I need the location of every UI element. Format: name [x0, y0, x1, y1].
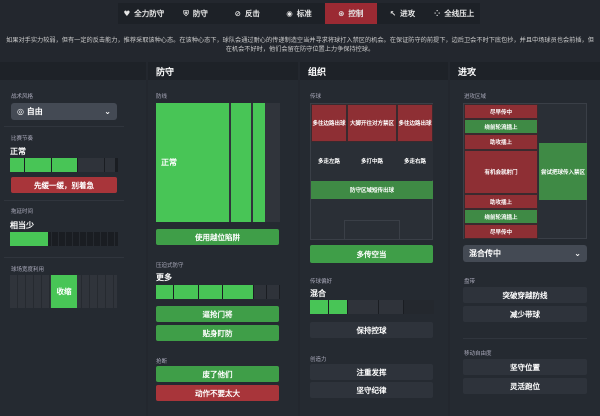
general-panel: 战术风格 ◎ 自由 ⌄ 比赛节奏 正常 先缓一缓，别着急 拖延时间 相当少 球场宽… — [0, 62, 146, 416]
width-slider[interactable]: 收缩 — [10, 275, 117, 308]
defence-header: 防守 — [148, 62, 298, 80]
chevron-down-icon: ⌄ — [104, 107, 111, 116]
tackling-label: 抢断 — [156, 359, 168, 365]
attack-zone-label: 进攻区域 — [464, 94, 487, 100]
zone-left[interactable]: 多走左路 — [311, 142, 347, 180]
play-into-space-button[interactable]: 多传空当 — [310, 245, 433, 263]
run-at-defence-button[interactable]: 突破穿越防线 — [463, 287, 587, 303]
style-dropdown[interactable]: ◎ 自由 ⌄ — [11, 103, 117, 120]
arrow-attack-icon: ↖ — [389, 9, 397, 18]
tempo-instruction-button[interactable]: 先缓一缓，别着急 — [11, 177, 117, 193]
heart-shield-icon: ♥ — [123, 9, 131, 18]
zone-shoot-on-sight[interactable]: 有机会就射门 — [464, 150, 538, 194]
passing-preference-slider[interactable] — [310, 300, 434, 314]
build-up-panel: 组织 传球 多往边路出球 大脚开往对方禁区 多往边路出球 多走左路 多打中路 多… — [300, 62, 448, 416]
all-out-icon: ⁘ — [434, 9, 441, 18]
discipline-button[interactable]: 坚守纪律 — [310, 382, 433, 398]
crossing-dropdown[interactable]: 混合传中 ⌄ — [463, 245, 587, 262]
zone-support-top[interactable]: 助攻插上 — [464, 134, 538, 150]
tab-control[interactable]: ⊛ 控制 — [324, 3, 377, 24]
time-wasting-slider[interactable] — [10, 232, 118, 246]
zone-wide-pass-right[interactable]: 多往边路出球 — [397, 104, 433, 142]
tight-marking-button[interactable]: 贴身盯防 — [156, 325, 279, 341]
defensive-line-label: 防线 — [156, 94, 168, 100]
style-icon: ◎ — [17, 107, 27, 116]
pressing-label: 压迫式防守 — [156, 263, 184, 269]
tempo-label: 比赛节奏 — [11, 136, 34, 142]
zone-right[interactable]: 多走右路 — [397, 142, 433, 180]
style-label: 战术风格 — [11, 94, 34, 100]
mentality-description: 如果对手实力较弱，但有一定的反击能力，推荐采取该种心态。在该种心态下，球队会通过… — [6, 37, 594, 53]
passing-preference-value: 混合 — [310, 289, 326, 298]
general-header — [0, 62, 146, 80]
width-label: 球场宽度利用 — [11, 267, 45, 273]
dribbling-label: 盘带 — [464, 279, 476, 285]
tab-counter[interactable]: ⊘ 反击 — [234, 9, 260, 18]
defence-panel: 防守 防线 正常 使用越位陷阱 压迫式防守 更多 逼抢门将 贴身盯防 抢断 废了… — [148, 62, 298, 416]
attack-pitch[interactable]: 尽早传中 绕前轮流插上 助攻插上 有机会就射门 助攻插上 绕前轮流插上 尽早传中… — [463, 103, 587, 239]
retain-possession-button[interactable]: 保持控球 — [310, 322, 433, 338]
passing-label: 传球 — [310, 94, 322, 100]
stay-on-feet-button[interactable]: 动作不要太大 — [156, 385, 279, 401]
passing-preference-label: 传球偏好 — [310, 279, 333, 285]
time-wasting-value: 相当少 — [10, 221, 34, 230]
zone-wide-pass[interactable]: 多往边路出球 — [311, 104, 347, 142]
passing-pitch[interactable]: 多往边路出球 大脚开往对方禁区 多往边路出球 多走左路 多打中路 多走右路 防守… — [310, 103, 433, 240]
zone-work-into-box[interactable]: 尝试把球传入禁区 — [539, 143, 587, 200]
zone-overlap-bottom[interactable]: 绕前轮流插上 — [464, 209, 538, 224]
creativity-label: 创造力 — [310, 357, 327, 363]
dribble-less-button[interactable]: 减少带球 — [463, 306, 587, 322]
defensive-line-value: 正常 — [156, 103, 229, 222]
width-value: 收缩 — [51, 275, 77, 308]
defensive-line-slider[interactable]: 正常 — [156, 103, 280, 222]
tab-balanced[interactable]: ◉ 标准 — [286, 9, 312, 18]
shield-icon: ⛨ — [183, 8, 189, 18]
tackle-hard-button[interactable]: 废了他们 — [156, 366, 279, 382]
tab-all-out[interactable]: ⁘ 全线压上 — [434, 9, 475, 18]
attack-panel: 进攻 进攻区域 尽早传中 绕前轮流插上 助攻插上 有机会就射门 助攻插上 绕前轮… — [450, 62, 600, 416]
zone-early-cross-top[interactable]: 尽早传中 — [464, 104, 538, 119]
express-button[interactable]: 注重发挥 — [310, 364, 433, 380]
pressing-value: 更多 — [156, 273, 172, 282]
roam-button[interactable]: 灵活跑位 — [463, 378, 587, 394]
time-wasting-label: 拖延时间 — [11, 209, 34, 215]
tempo-value: 正常 — [10, 147, 26, 156]
movement-freedom-label: 移动自由度 — [464, 351, 492, 357]
zone-early-cross-bottom[interactable]: 尽早传中 — [464, 224, 538, 239]
control-icon: ⊛ — [338, 9, 345, 18]
mentality-tabs: ♥ 全力防守 ⛨ 防守 ⊘ 反击 ◉ 标准 ⊛ 控制 ↖ 进攻 ⁘ 全线压上 — [118, 3, 480, 24]
balance-icon: ◉ — [286, 9, 293, 18]
tab-attacking[interactable]: ↖ 进攻 — [389, 9, 416, 18]
build-up-header: 组织 — [300, 62, 448, 80]
hold-position-button[interactable]: 坚守位置 — [463, 359, 587, 375]
zone-overlap-top[interactable]: 绕前轮流插上 — [464, 119, 538, 134]
zone-long-ball[interactable]: 大脚开往对方禁区 — [347, 104, 397, 142]
tempo-slider[interactable] — [10, 158, 118, 172]
tab-defensive[interactable]: ⛨ 防守 — [183, 8, 208, 19]
zone-centre[interactable]: 多打中路 — [347, 142, 397, 180]
zone-short-distribution[interactable]: 防守区域短传出球 — [311, 181, 433, 199]
attack-header: 进攻 — [450, 62, 600, 80]
close-down-keeper-button[interactable]: 逼抢门将 — [156, 306, 279, 322]
counter-icon: ⊘ — [234, 9, 241, 18]
offside-trap-button[interactable]: 使用越位陷阱 — [156, 229, 279, 245]
zone-support-bottom[interactable]: 助攻插上 — [464, 194, 538, 209]
chevron-down-icon: ⌄ — [574, 249, 581, 258]
pressing-slider[interactable] — [156, 285, 280, 299]
tab-full-defence[interactable]: ♥ 全力防守 — [123, 9, 165, 18]
